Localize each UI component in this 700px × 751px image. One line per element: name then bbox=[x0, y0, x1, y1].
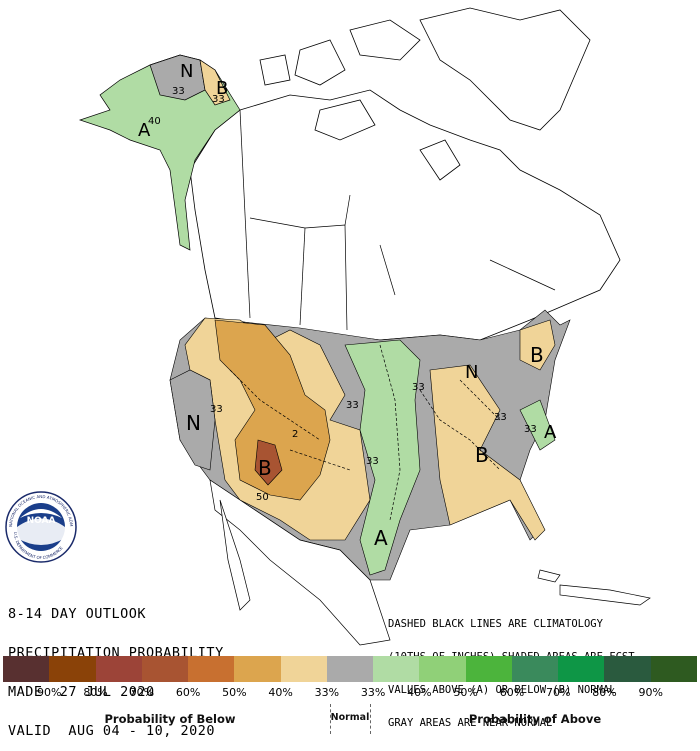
legend-label: 80% bbox=[592, 686, 617, 699]
outlook-map: N B A 33 33 40 N 33 B 50 2 33 33 A N 33 … bbox=[78, 7, 651, 646]
legend-label: 50% bbox=[222, 686, 247, 699]
legend-swatch bbox=[465, 656, 512, 682]
map-labels: N B A 33 33 40 N 33 B 50 2 33 33 A N 33 … bbox=[138, 61, 557, 550]
legend-label: 60% bbox=[175, 686, 201, 699]
mexico bbox=[209, 479, 391, 646]
west-n-label: N bbox=[186, 411, 201, 435]
ak-40-label: 40 bbox=[148, 116, 161, 127]
noaa-logo-text: NOAA bbox=[27, 516, 56, 526]
legend-below-title: Probability of Below bbox=[104, 712, 236, 726]
notes-line-1: DASHED BLACK LINES ARE CLIMATOLOGY bbox=[388, 618, 603, 630]
legend-swatch bbox=[280, 656, 327, 682]
legend-swatch bbox=[511, 656, 559, 682]
se-33-label: 33 bbox=[494, 412, 507, 423]
legend-normal-title: Normal bbox=[330, 712, 370, 723]
west-33-label: 33 bbox=[210, 404, 223, 415]
legend-swatch bbox=[234, 656, 281, 682]
legend-swatch bbox=[558, 656, 605, 682]
lakes-33-label: 33 bbox=[412, 382, 425, 393]
legend-label: 60% bbox=[499, 686, 525, 699]
legend-label: 33% bbox=[360, 686, 386, 699]
legend-label: 33% bbox=[314, 686, 340, 699]
ak-33a-label: 33 bbox=[172, 86, 185, 97]
legend-swatch bbox=[188, 656, 235, 682]
legend-color-bar bbox=[3, 656, 697, 682]
legend-swatch bbox=[3, 656, 50, 682]
sw-2-label: 2 bbox=[292, 429, 298, 440]
notes-line-4: GRAY AREAS ARE NEAR-NORMAL bbox=[388, 717, 553, 729]
legend-swatch bbox=[419, 656, 466, 682]
alaska bbox=[78, 54, 241, 251]
ma-a-label: A bbox=[544, 422, 557, 443]
legend-label: 40% bbox=[407, 686, 432, 699]
conus bbox=[169, 309, 571, 581]
plains-33a-label: 33 bbox=[346, 400, 359, 411]
legend-above-title: Probability of Above bbox=[468, 712, 602, 726]
title-line-4: VALID AUG 04 - 10, 2020 bbox=[8, 723, 216, 739]
legend-label: 90% bbox=[37, 686, 62, 699]
legend-swatch bbox=[373, 656, 420, 682]
legend-label: 40% bbox=[268, 686, 293, 699]
alaska-a-label: A bbox=[138, 120, 151, 141]
se-b-label: B bbox=[475, 443, 489, 467]
title-line-1: 8-14 DAY OUTLOOK bbox=[8, 606, 147, 622]
title-line-3: MADE 27 JUL 2020 bbox=[8, 684, 155, 700]
caribbean bbox=[537, 569, 651, 606]
lakes-n-label: N bbox=[465, 362, 478, 383]
legend-label: 70% bbox=[545, 686, 571, 699]
plains-33b-label: 33 bbox=[366, 456, 379, 467]
legend-divider-right bbox=[370, 704, 371, 734]
ne-b-label: B bbox=[530, 343, 544, 367]
notes-line-3: VALUES ABOVE (A) OR BELOW (B) NORMAL bbox=[388, 684, 616, 696]
canada-lines bbox=[239, 109, 556, 331]
ma-33-label: 33 bbox=[524, 424, 537, 435]
legend-divider-left bbox=[330, 704, 331, 734]
alaska-b-label: B bbox=[216, 78, 228, 99]
legend-swatch bbox=[49, 656, 96, 682]
alaska-n-label: N bbox=[180, 61, 193, 82]
climatology-lines bbox=[229, 344, 501, 521]
noaa-logo: NOAA NATIONAL OCEANIC AND ATMOSPHERIC AD… bbox=[4, 490, 77, 563]
legend-label: 80% bbox=[83, 686, 108, 699]
ak-33b-label: 33 bbox=[212, 94, 225, 105]
arctic-islands bbox=[259, 7, 591, 181]
legend-swatch bbox=[95, 656, 142, 682]
canada-land bbox=[189, 89, 621, 341]
legend-swatch bbox=[604, 656, 651, 682]
south-a-label: A bbox=[374, 526, 388, 550]
legend-swatch bbox=[326, 656, 374, 682]
legend-labels: 90% 80% 70% 60% 50% 40% 33% 33% 40% 50% 60% 70% 80% 9… bbox=[3, 686, 697, 699]
legend-label: 70% bbox=[129, 686, 155, 699]
legend-label: 50% bbox=[453, 686, 478, 699]
sw-50-label: 50 bbox=[256, 492, 269, 503]
legend-label: 90% bbox=[638, 686, 663, 699]
legend-swatch bbox=[650, 656, 697, 682]
sw-b-label: B bbox=[258, 456, 272, 480]
legend-swatch bbox=[141, 656, 189, 682]
